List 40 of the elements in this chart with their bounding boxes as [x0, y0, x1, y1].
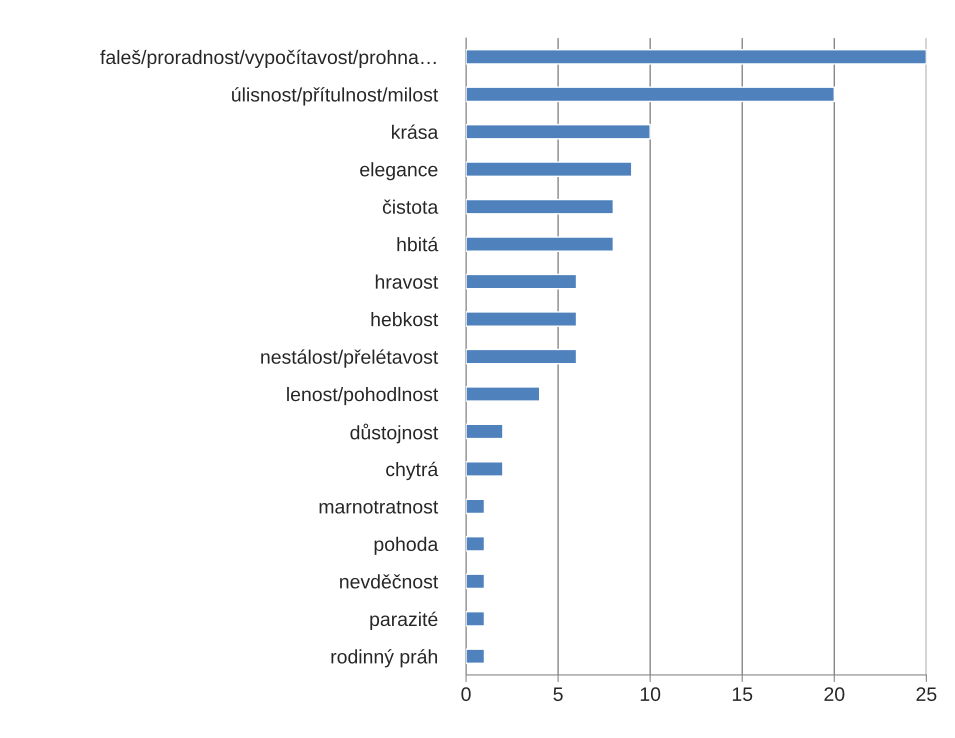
bar [466, 574, 486, 590]
y-tick-label: hbitá [397, 236, 438, 252]
bar [466, 311, 578, 327]
bar [466, 461, 504, 477]
bar [466, 236, 614, 252]
bar [466, 124, 651, 140]
bar [466, 274, 578, 290]
y-tick-label: úlisnost/přítulnost/milost [232, 87, 438, 106]
bar [466, 610, 486, 627]
bar [466, 386, 540, 402]
y-tick-label: marnotratnost [320, 500, 438, 514]
x-tick-label: 10 [640, 687, 660, 702]
y-tick-label: pohoda [374, 536, 438, 555]
y-tick-label: nestálost/přelétavost [261, 349, 438, 368]
y-tick-label: parazité [370, 612, 438, 630]
y-tick-label: krása [392, 124, 438, 139]
y-tick-label: chytrá [386, 462, 438, 480]
bar [466, 536, 486, 552]
bar [466, 49, 926, 65]
y-tick-label: hravost [376, 274, 438, 289]
x-tick-label: 5 [553, 687, 563, 702]
x-tick-label: 15 [732, 687, 752, 702]
bar [466, 424, 504, 440]
bar [466, 86, 835, 102]
x-tick-label: 20 [824, 687, 844, 702]
y-tick-label: čistota [382, 200, 438, 214]
y-tick-label: důstojnost [350, 424, 438, 444]
x-tick-label: 0 [461, 687, 471, 702]
y-tick-label: rodinný práh [331, 649, 438, 668]
y-tick-label: faleš/proradnost/vypočítavost/prohna… [100, 50, 436, 68]
bar [466, 498, 486, 514]
bar [466, 161, 632, 178]
bar [466, 198, 614, 214]
y-tick-label: nevděčnost [340, 574, 438, 589]
y-tick-label: hebkost [372, 312, 438, 326]
bar [466, 348, 578, 364]
y-tick-label: lenost/pohodlnost [287, 386, 438, 406]
y-tick-label: elegance [360, 162, 438, 180]
bar [466, 648, 486, 664]
x-tick-label: 25 [916, 687, 936, 702]
